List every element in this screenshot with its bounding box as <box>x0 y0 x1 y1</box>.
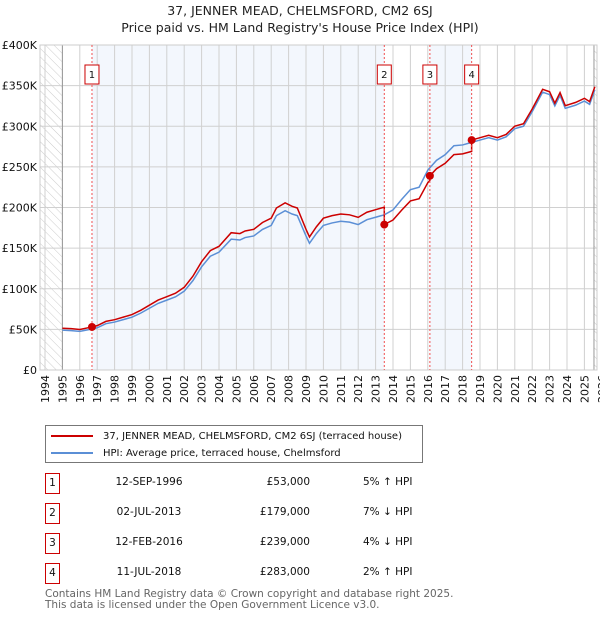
x-tick-label: 2000 <box>143 375 156 403</box>
y-tick-label: £250K <box>2 161 38 174</box>
sale-label: 1 <box>89 70 95 81</box>
sale-point <box>380 220 389 229</box>
sale-hpi-diff: 2% ↑ HPI <box>363 566 413 578</box>
x-tick-label: 2021 <box>509 375 522 403</box>
property-price-line <box>62 86 596 331</box>
sale-label: 4 <box>468 70 474 81</box>
footer-line-2: This data is licensed under the Open Gov… <box>45 599 380 611</box>
sale-number: 1 <box>45 473 60 494</box>
x-tick-label: 2013 <box>370 375 383 403</box>
x-tick-label: 2023 <box>544 375 557 403</box>
x-tick-label: 2014 <box>387 375 400 403</box>
x-tick-label: 2026 <box>596 375 600 403</box>
sale-number: 4 <box>45 563 60 584</box>
y-tick-label: £0 <box>23 364 37 377</box>
sale-point <box>87 322 96 331</box>
x-tick-label: 2011 <box>335 375 348 403</box>
x-tick-label: 2018 <box>457 375 470 403</box>
x-tick-label: 2010 <box>317 375 330 403</box>
legend-label: HPI: Average price, terraced house, Chel… <box>103 447 341 459</box>
x-tick-label: 2003 <box>196 375 209 403</box>
chart-subtitle: Price paid vs. HM Land Registry's House … <box>121 20 479 35</box>
x-tick-label: 2001 <box>161 375 174 403</box>
legend-item-hpi: HPI: Average price, terraced house, Chel… <box>46 445 341 461</box>
y-tick-label: £300K <box>2 120 38 133</box>
sale-number: 3 <box>45 533 60 554</box>
sale-date: 02-JUL-2013 <box>116 506 182 518</box>
x-tick-label: 2025 <box>578 375 591 403</box>
hpi-line <box>62 89 596 333</box>
x-tick-label: 2017 <box>439 375 452 403</box>
sale-hpi-diff: 7% ↓ HPI <box>363 506 413 518</box>
sale-label-box <box>422 64 438 85</box>
x-tick-label: 1996 <box>74 375 87 403</box>
sale-label: 2 <box>381 70 387 81</box>
sale-point <box>467 136 476 145</box>
x-tick-label: 1995 <box>56 375 69 403</box>
y-tick-label: £150K <box>2 242 38 255</box>
x-tick-label: 2012 <box>352 375 365 403</box>
plot-border <box>39 44 598 371</box>
sale-point <box>425 171 434 180</box>
x-tick-label: 1994 <box>39 375 52 403</box>
sale-price: £53,000 <box>266 476 310 488</box>
sale-label-box <box>376 64 392 85</box>
sale-label-box <box>84 64 100 85</box>
sale-date: 12-FEB-2016 <box>115 536 183 548</box>
legend-item-property: 37, JENNER MEAD, CHELMSFORD, CM2 6SJ (te… <box>46 428 402 444</box>
sale-hpi-diff: 4% ↓ HPI <box>363 536 413 548</box>
x-tick-label: 2006 <box>248 375 261 403</box>
y-tick-label: £50K <box>9 323 38 336</box>
sale-row: 1 12-SEP-1996 £53,000 5% ↑ HPI <box>45 473 465 494</box>
sale-row: 3 12-FEB-2016 £239,000 4% ↓ HPI <box>45 533 465 554</box>
sale-price: £239,000 <box>259 536 310 548</box>
x-tick-label: 2007 <box>265 375 278 403</box>
x-tick-label: 2015 <box>404 375 417 403</box>
x-tick-label: 2022 <box>526 375 539 403</box>
chart-title: 37, JENNER MEAD, CHELMSFORD, CM2 6SJ <box>167 3 433 18</box>
x-tick-label: 2008 <box>283 375 296 403</box>
legend-swatch-red <box>51 435 93 437</box>
legend-swatch-blue <box>51 452 93 454</box>
y-tick-label: £400K <box>2 39 38 52</box>
y-tick-label: £100K <box>2 283 38 296</box>
x-tick-label: 2005 <box>230 375 243 403</box>
sale-row: 2 02-JUL-2013 £179,000 7% ↓ HPI <box>45 503 465 524</box>
y-tick-label: £350K <box>2 80 38 93</box>
sale-number: 2 <box>45 503 60 524</box>
sale-label: 3 <box>427 70 433 81</box>
sale-price: £179,000 <box>259 506 310 518</box>
price-chart: 1994 1995 1996 1997 1998 1999 2000 2001 2002 2003… <box>2 39 600 403</box>
x-tick-label: 1997 <box>91 375 104 403</box>
sale-date: 12-SEP-1996 <box>115 476 183 488</box>
sale-date: 11-JUL-2018 <box>116 566 182 578</box>
x-tick-label: 2024 <box>561 375 574 403</box>
legend-label: 37, JENNER MEAD, CHELMSFORD, CM2 6SJ (te… <box>103 430 402 442</box>
sale-hpi-diff: 5% ↑ HPI <box>363 476 413 488</box>
sale-label-box <box>464 64 480 85</box>
x-tick-label: 2020 <box>491 375 504 403</box>
y-tick-label: £200K <box>2 202 38 215</box>
x-tick-label: 1999 <box>126 375 139 403</box>
x-tick-label: 2016 <box>422 375 435 403</box>
sale-price: £283,000 <box>259 566 310 578</box>
x-tick-label: 2009 <box>300 375 313 403</box>
footer-line-1: Contains HM Land Registry data © Crown c… <box>45 588 454 600</box>
x-tick-label: 2004 <box>213 375 226 403</box>
x-tick-label: 2019 <box>474 375 487 403</box>
sale-row: 4 11-JUL-2018 £283,000 2% ↑ HPI <box>45 563 465 584</box>
x-tick-label: 1998 <box>109 375 122 403</box>
legend: 37, JENNER MEAD, CHELMSFORD, CM2 6SJ (te… <box>45 425 423 463</box>
x-tick-label: 2002 <box>178 375 191 403</box>
